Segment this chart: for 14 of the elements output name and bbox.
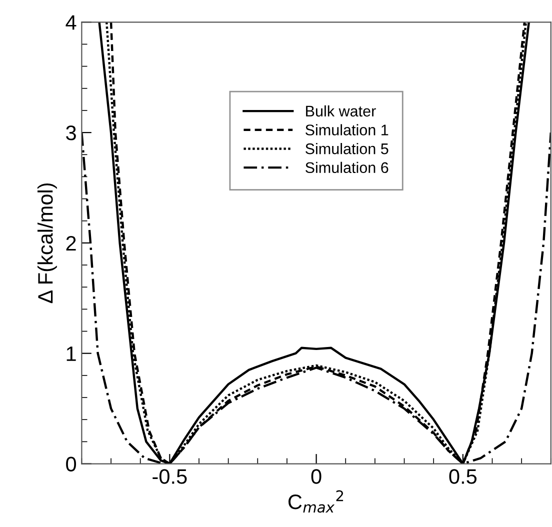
y-tick-label: 2 xyxy=(66,236,76,250)
y-tick-label: 1 xyxy=(66,346,76,361)
legend-label: Bulk water xyxy=(306,105,376,117)
legend-label: Simulation 5 xyxy=(306,143,388,154)
legend-label: Simulation 1 xyxy=(306,124,388,136)
x-axis-title: C$_{max}$$^{2}$ xyxy=(288,490,344,513)
x-tick-label: 0.5 xyxy=(449,469,477,484)
y-tick-label: 0 xyxy=(66,456,76,472)
y-tick-label: 4 xyxy=(66,15,76,30)
y-axis-title: Δ F(kcal/mol) xyxy=(37,183,57,304)
x-tick-label: 0 xyxy=(311,469,322,484)
legend-label: Simulation 6 xyxy=(306,162,388,174)
x-tick-label: -0.5 xyxy=(152,469,187,484)
y-tick-label: 3 xyxy=(66,126,76,140)
